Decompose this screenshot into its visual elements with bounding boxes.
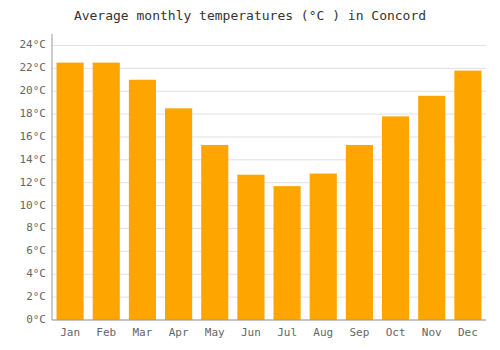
y-tick-label: 16°C xyxy=(20,130,47,143)
y-tick-label: 24°C xyxy=(20,38,47,51)
x-tick-label: May xyxy=(205,326,225,339)
bar xyxy=(201,145,228,320)
chart-container: 0°C 2°C 4°C 6°C 8°C 10°C 12°C 14°C 16°C 18°C 20°C 2… xyxy=(0,0,500,350)
bar xyxy=(454,71,481,320)
grid-line xyxy=(52,320,486,321)
bar xyxy=(382,116,409,320)
x-tick-label: Mar xyxy=(132,326,152,339)
chart-title: Average monthly temperatures (°C ) in Co… xyxy=(74,8,426,23)
bar xyxy=(129,80,156,320)
bar xyxy=(57,63,84,320)
bar xyxy=(274,186,301,320)
bar xyxy=(165,108,192,320)
x-axis-line xyxy=(52,320,486,321)
x-tick-label: Sep xyxy=(349,326,369,339)
y-tick-label: 10°C xyxy=(20,199,47,212)
bar xyxy=(93,63,120,320)
x-tick-label: Jul xyxy=(277,326,297,339)
x-tick-label: Jun xyxy=(241,326,261,339)
x-tick-label: Nov xyxy=(422,326,442,339)
bar xyxy=(237,175,264,320)
y-tick-label: 2°C xyxy=(26,290,46,303)
y-tick-label: 0°C xyxy=(26,313,46,326)
bar xyxy=(310,174,337,320)
y-axis-line xyxy=(52,34,53,320)
x-tick-label: Apr xyxy=(169,326,189,339)
y-tick-label: 6°C xyxy=(26,244,46,257)
y-tick-label: 20°C xyxy=(20,84,47,97)
grid xyxy=(52,45,486,320)
y-tick-label: 18°C xyxy=(20,107,47,120)
y-tick-label: 14°C xyxy=(20,153,47,166)
y-axis: 0°C 2°C 4°C 6°C 8°C 10°C 12°C 14°C 16°C 18°C 20°C 2… xyxy=(20,34,53,326)
x-tick-label: Dec xyxy=(458,326,478,339)
y-tick-label: 12°C xyxy=(20,176,47,189)
x-tick-label: Aug xyxy=(313,326,333,339)
bars xyxy=(57,63,482,320)
y-tick-label: 22°C xyxy=(20,61,47,74)
bar xyxy=(418,96,445,320)
bar xyxy=(346,145,373,320)
x-axis: Jan Feb Mar Apr May Jun Jul Aug Sep Oct Nov Dec xyxy=(52,320,486,339)
y-tick-label: 8°C xyxy=(26,221,46,234)
x-tick-label: Jan xyxy=(60,326,80,339)
grid-line xyxy=(52,45,486,46)
chart-svg: 0°C 2°C 4°C 6°C 8°C 10°C 12°C 14°C 16°C 18°C 20°C 2… xyxy=(0,0,500,350)
x-tick-label: Oct xyxy=(386,326,406,339)
x-tick-label: Feb xyxy=(96,326,116,339)
y-tick-label: 4°C xyxy=(26,267,46,280)
